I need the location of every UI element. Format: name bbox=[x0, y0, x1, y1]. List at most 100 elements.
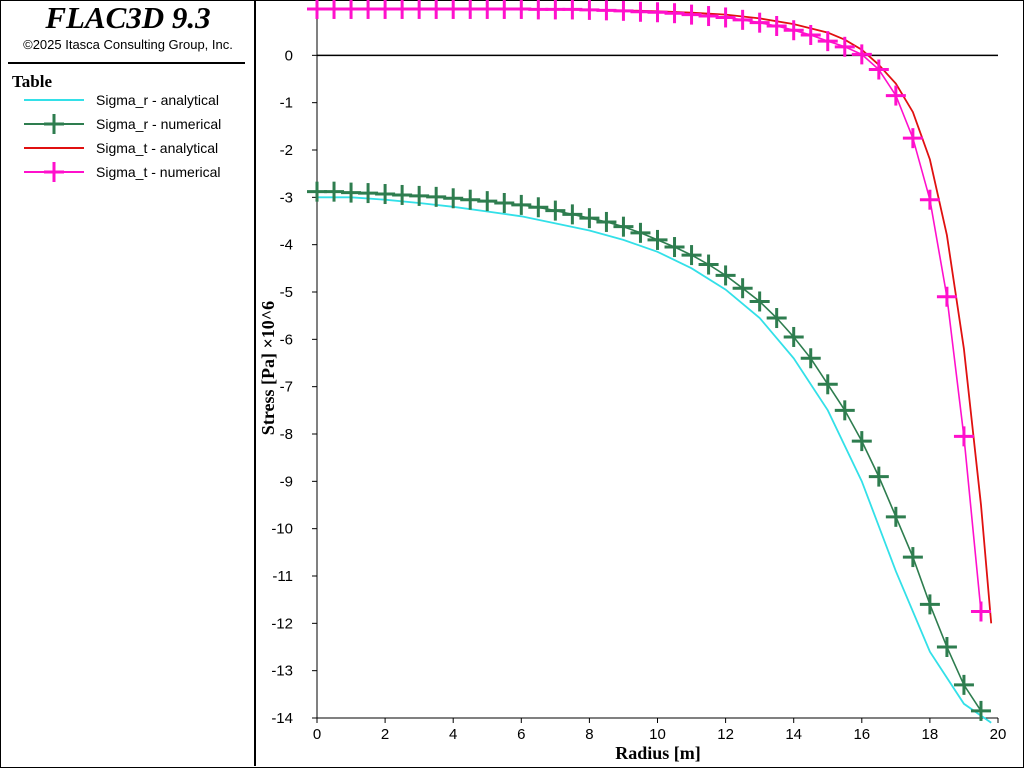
x-tick-label: 20 bbox=[990, 726, 1007, 743]
x-tick-label: 2 bbox=[381, 726, 389, 743]
legend-label: Sigma_t - numerical bbox=[96, 164, 221, 180]
x-tick-label: 12 bbox=[717, 726, 734, 743]
data-point bbox=[698, 6, 719, 27]
data-point bbox=[834, 400, 855, 421]
x-tick-label: 4 bbox=[449, 726, 457, 743]
legend-heading: Table bbox=[12, 72, 53, 91]
y-tick-label: -4 bbox=[280, 237, 293, 254]
data-point bbox=[749, 12, 770, 33]
data-point bbox=[766, 15, 787, 36]
data-point bbox=[698, 254, 719, 275]
data-point bbox=[358, 183, 379, 204]
data-point bbox=[868, 466, 889, 487]
series-sigma-t-numerical bbox=[307, 0, 991, 622]
data-point bbox=[732, 278, 753, 299]
data-point bbox=[528, 0, 549, 20]
data-point bbox=[545, 200, 566, 221]
x-tick-label: 14 bbox=[785, 726, 802, 743]
y-tick-label: 0 bbox=[285, 47, 293, 64]
data-point bbox=[851, 431, 872, 452]
legend-item-sigma-r-analytical[interactable]: Sigma_r - analytical bbox=[22, 90, 252, 110]
data-point bbox=[800, 348, 821, 369]
data-point bbox=[409, 185, 430, 206]
data-point bbox=[494, 193, 515, 214]
stress-chart: 0 2 4 6 8 10 12 14 16 18 20 0 -1 -2 -3 -4 -5 -6 -7 -8 -9 -10 -… bbox=[258, 0, 1007, 763]
legend-item-sigma-t-numerical[interactable]: Sigma_t - numerical bbox=[22, 162, 252, 182]
data-point bbox=[817, 31, 838, 52]
legend-panel: FLAC3D 9.3 ©2025 Itasca Consulting Group… bbox=[0, 0, 256, 766]
y-tick-label: -8 bbox=[280, 426, 293, 443]
legend-swatch-icon bbox=[24, 147, 84, 149]
data-point bbox=[902, 547, 923, 568]
series-layer bbox=[307, 0, 993, 724]
legend-label: Sigma_t - analytical bbox=[96, 140, 219, 156]
y-tick-label: -13 bbox=[271, 663, 293, 680]
data-point bbox=[375, 184, 396, 205]
y-tick-label: -9 bbox=[280, 473, 293, 490]
y-tick-label: -12 bbox=[271, 615, 293, 632]
series-line bbox=[317, 190, 982, 712]
data-point bbox=[579, 208, 600, 229]
data-point bbox=[630, 1, 651, 22]
data-point bbox=[324, 0, 345, 19]
data-point bbox=[783, 326, 804, 347]
y-tick-label: -1 bbox=[280, 95, 293, 112]
data-point bbox=[392, 184, 413, 205]
legend-swatch-icon bbox=[24, 162, 84, 182]
data-point bbox=[630, 222, 651, 243]
y-tick-label: -10 bbox=[271, 521, 293, 538]
data-point bbox=[936, 286, 957, 307]
data-point bbox=[800, 24, 821, 45]
y-tick-label: -11 bbox=[272, 568, 293, 585]
data-point bbox=[647, 2, 668, 23]
data-point bbox=[494, 0, 515, 19]
data-point bbox=[715, 265, 736, 286]
data-point bbox=[477, 0, 498, 19]
data-point bbox=[460, 0, 481, 19]
y-tick-label: -6 bbox=[280, 331, 293, 348]
data-point bbox=[970, 601, 991, 622]
data-point bbox=[919, 594, 940, 615]
data-point bbox=[647, 229, 668, 250]
data-point bbox=[970, 700, 991, 721]
data-point bbox=[511, 194, 532, 215]
data-point bbox=[885, 85, 906, 106]
series-sigma-r-analytical bbox=[317, 196, 992, 724]
data-point bbox=[681, 4, 702, 25]
data-point bbox=[902, 128, 923, 149]
copyright-text: ©2025 Itasca Consulting Group, Inc. bbox=[23, 37, 233, 52]
data-point bbox=[426, 0, 447, 19]
data-point bbox=[426, 186, 447, 207]
y-tick-label: -3 bbox=[280, 189, 293, 206]
x-tick-label: 6 bbox=[517, 726, 525, 743]
data-point bbox=[664, 3, 685, 24]
data-point bbox=[307, 0, 327, 19]
series-line bbox=[317, 196, 992, 724]
series-sigma-t-analytical bbox=[317, 8, 993, 624]
legend-item-sigma-t-analytical[interactable]: Sigma_t - analytical bbox=[22, 138, 252, 158]
data-point bbox=[443, 0, 464, 19]
data-point bbox=[749, 291, 770, 312]
data-point bbox=[817, 374, 838, 395]
data-point bbox=[613, 216, 634, 237]
data-point bbox=[834, 36, 855, 57]
data-point bbox=[851, 44, 872, 65]
x-tick-label: 18 bbox=[922, 726, 939, 743]
y-axis-title: Stress [Pa] ×10^6 bbox=[258, 301, 278, 435]
y-tick-label: -7 bbox=[280, 379, 293, 396]
legend-swatch-icon bbox=[24, 99, 84, 101]
x-tick-label: 16 bbox=[853, 726, 870, 743]
data-point bbox=[613, 0, 634, 21]
data-point bbox=[596, 211, 617, 232]
data-point bbox=[868, 59, 889, 80]
data-point bbox=[562, 0, 583, 20]
legend-item-sigma-r-numerical[interactable]: Sigma_r - numerical bbox=[22, 114, 252, 134]
series-sigma-r-numerical bbox=[307, 181, 991, 721]
data-point bbox=[528, 197, 549, 218]
app-title: FLAC3D 9.3 bbox=[45, 0, 211, 35]
data-point bbox=[596, 0, 617, 21]
data-point bbox=[562, 204, 583, 225]
data-point bbox=[545, 0, 566, 20]
data-point bbox=[936, 637, 957, 657]
legend-label: Sigma_r - numerical bbox=[96, 116, 222, 132]
